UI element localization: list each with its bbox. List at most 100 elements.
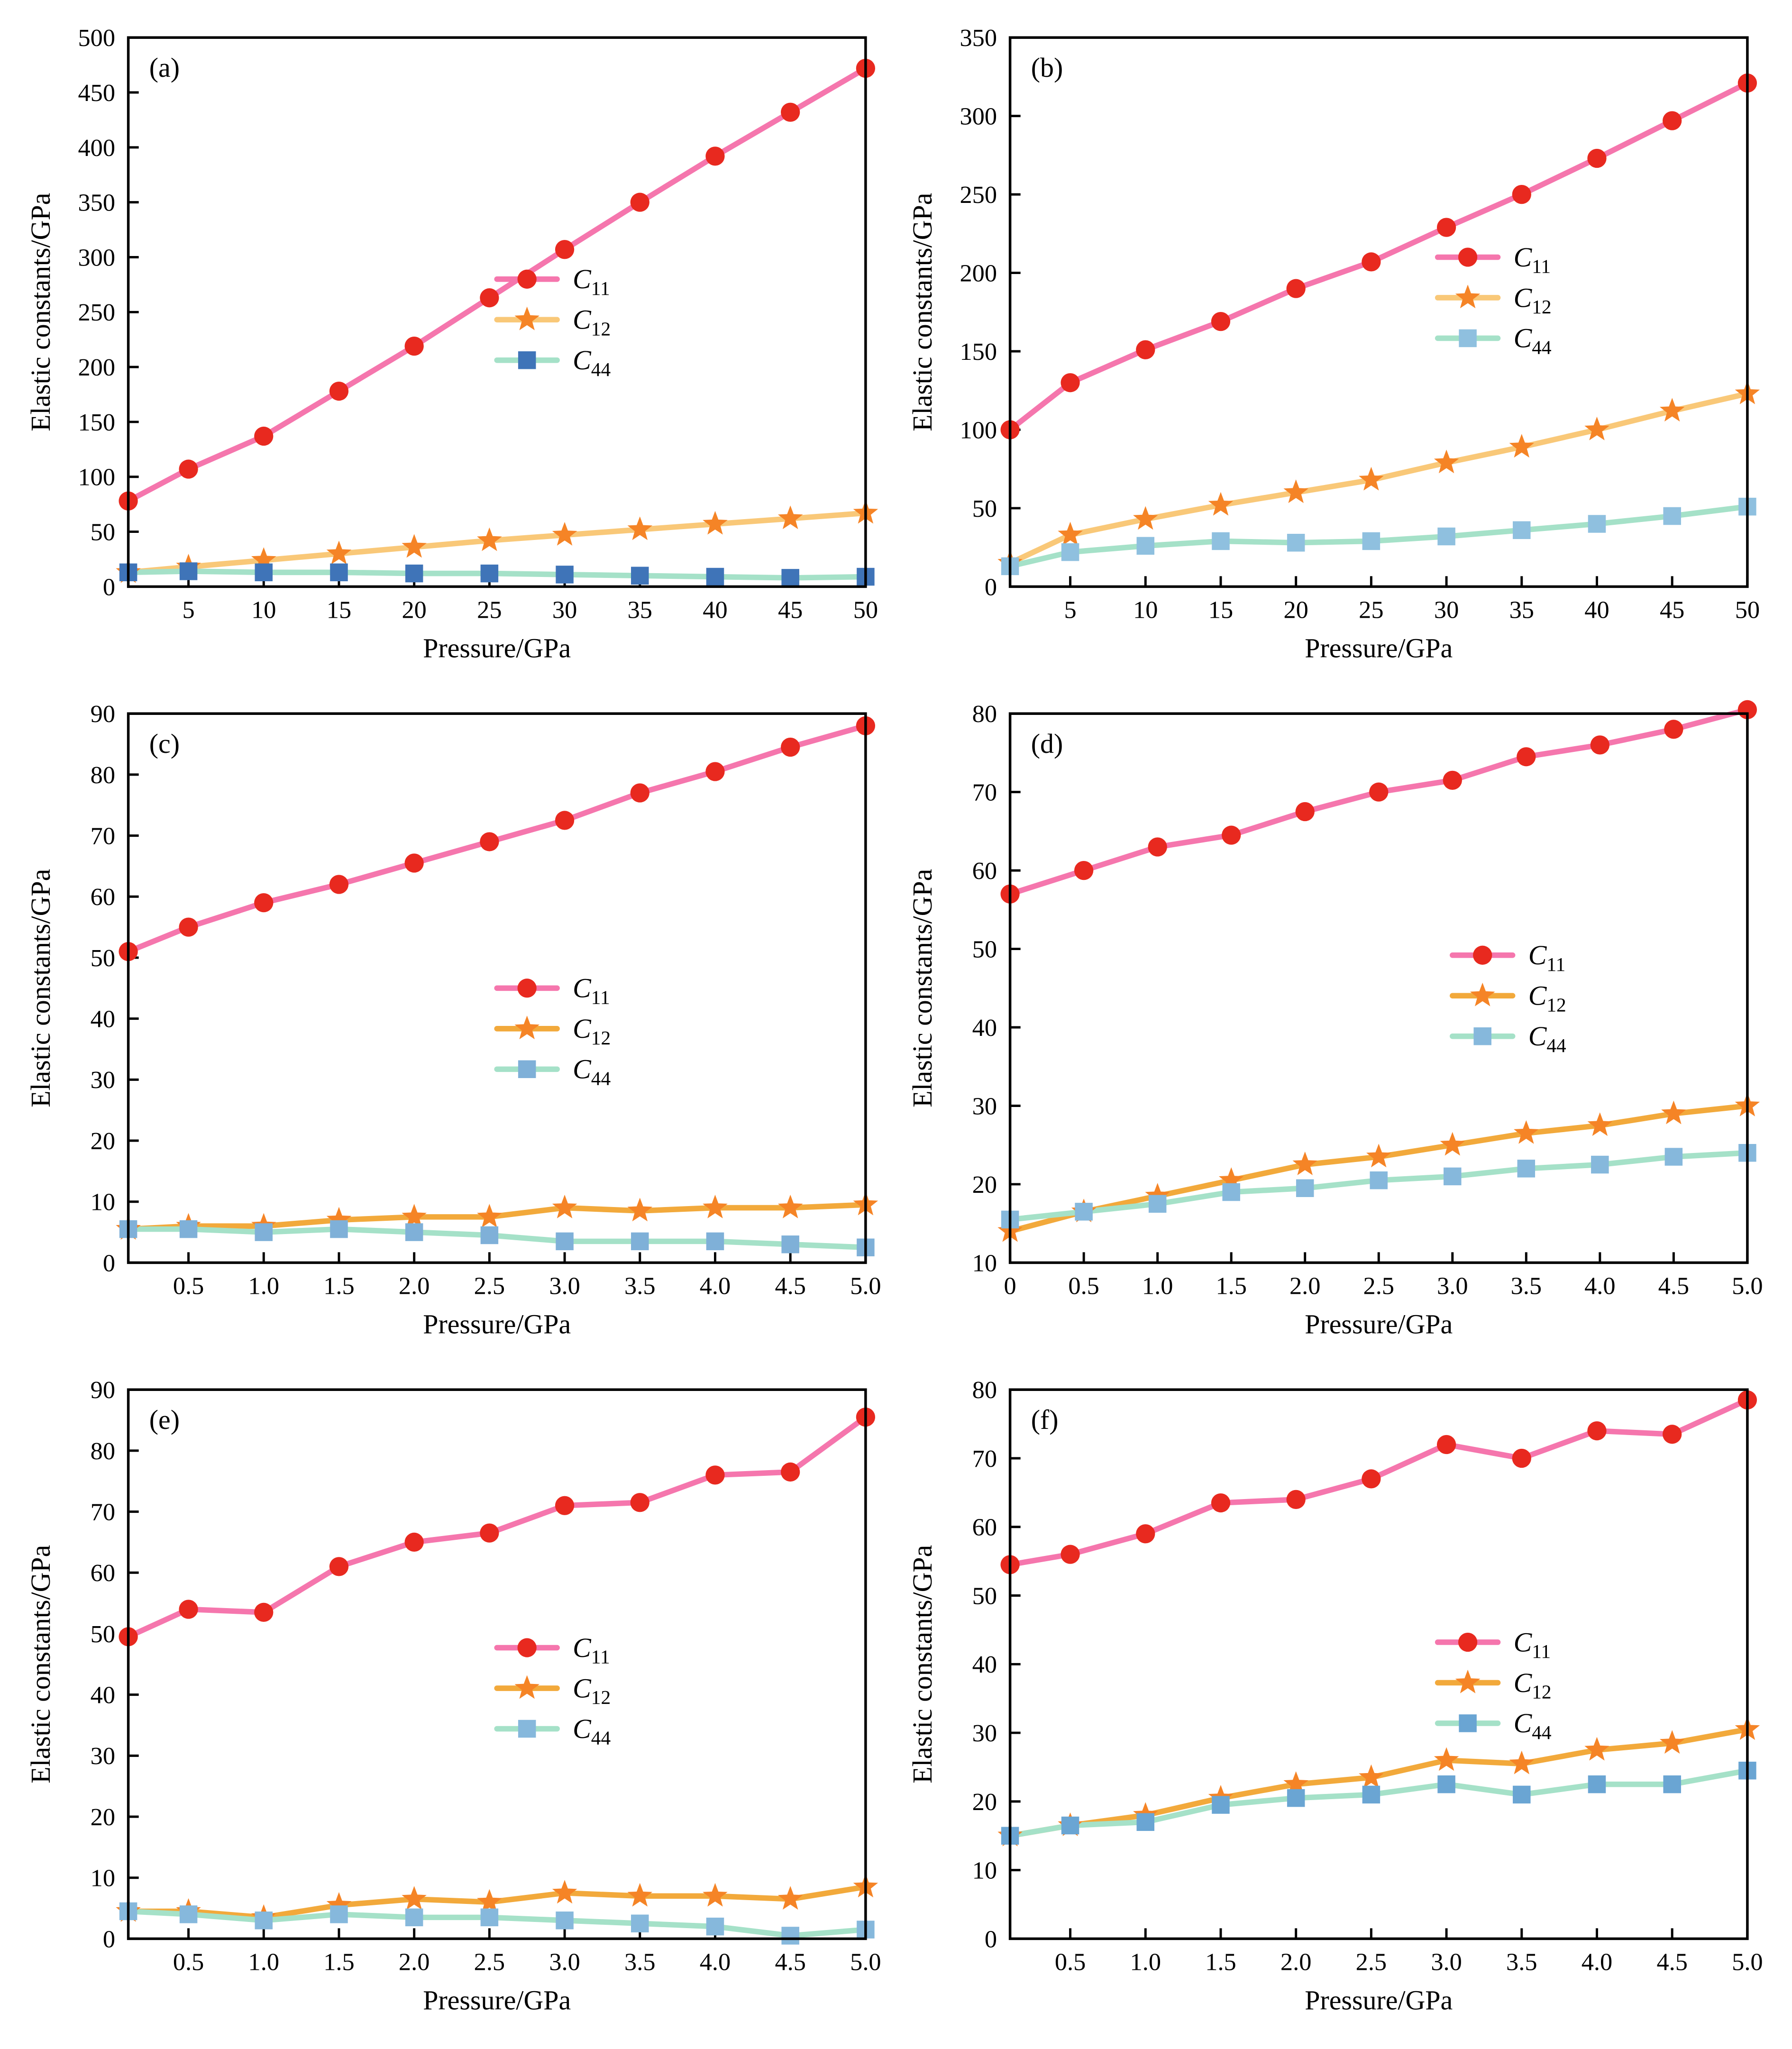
svg-text:40: 40	[972, 1651, 997, 1678]
svg-text:5: 5	[182, 596, 194, 624]
svg-text:(d): (d)	[1031, 728, 1063, 759]
svg-text:3.0: 3.0	[1431, 1948, 1462, 1976]
svg-text:1.5: 1.5	[1216, 1272, 1246, 1300]
svg-text:C11: C11	[573, 1632, 610, 1668]
svg-text:Pressure/GPa: Pressure/GPa	[1305, 632, 1453, 663]
svg-text:350: 350	[960, 24, 997, 52]
svg-text:30: 30	[972, 1720, 997, 1747]
svg-text:50: 50	[972, 936, 997, 963]
chart-a: 0 50 100 150 200 250 300 350 400 450 500 5 10 15 20 25 3…	[25, 24, 878, 663]
svg-text:3.5: 3.5	[624, 1948, 655, 1976]
svg-text:80: 80	[91, 1437, 115, 1465]
svg-text:3.5: 3.5	[624, 1272, 655, 1300]
svg-text:15: 15	[327, 596, 351, 624]
svg-text:30: 30	[552, 596, 577, 624]
svg-text:2.5: 2.5	[1363, 1272, 1394, 1300]
svg-text:100: 100	[960, 416, 997, 444]
svg-text:20: 20	[91, 1127, 115, 1155]
svg-text:60: 60	[91, 1559, 115, 1587]
svg-text:(b): (b)	[1031, 52, 1063, 83]
svg-text:50: 50	[91, 1620, 115, 1648]
svg-text:80: 80	[972, 1376, 997, 1404]
svg-text:C44: C44	[573, 345, 611, 380]
svg-text:4.0: 4.0	[1584, 1272, 1615, 1300]
chart-panel-a: 0 50 100 150 200 250 300 350 400 450 500 5 10 15 20 25 3…	[24, 14, 887, 678]
svg-text:Pressure/GPa: Pressure/GPa	[1305, 1308, 1453, 1339]
svg-text:C12: C12	[1514, 1667, 1552, 1703]
svg-text:4.0: 4.0	[700, 1948, 731, 1976]
svg-text:250: 250	[78, 299, 115, 326]
svg-text:0.5: 0.5	[1068, 1272, 1099, 1300]
svg-text:45: 45	[778, 596, 803, 624]
svg-text:Elastic constants/GPa: Elastic constants/GPa	[907, 1545, 938, 1784]
svg-text:C11: C11	[1528, 940, 1565, 975]
svg-text:30: 30	[91, 1742, 115, 1770]
svg-text:30: 30	[91, 1066, 115, 1094]
svg-text:40: 40	[91, 1006, 115, 1033]
svg-text:100: 100	[78, 464, 115, 491]
svg-text:3.0: 3.0	[549, 1948, 580, 1976]
svg-text:50: 50	[1735, 596, 1760, 624]
svg-text:300: 300	[78, 244, 115, 271]
chart-e: 0 10 20 30 40 50 60 70 80 90 0.5 1.0 1.5 2.0 2.5 3.0 3.5…	[25, 1376, 881, 2015]
chart-panel-d: 10 20 30 40 50 60 70 80 0 0.5 1.0 1.5 2.0 2.5 3.0 3.5 4.…	[905, 690, 1768, 1354]
svg-text:C44: C44	[1528, 1021, 1566, 1056]
svg-text:10: 10	[251, 596, 276, 624]
svg-text:Pressure/GPa: Pressure/GPa	[423, 1985, 571, 2015]
svg-text:40: 40	[91, 1682, 115, 1709]
svg-text:35: 35	[1509, 596, 1534, 624]
svg-text:4.0: 4.0	[1582, 1948, 1612, 1976]
svg-text:40: 40	[972, 1014, 997, 1042]
svg-text:C12: C12	[1528, 980, 1566, 1016]
svg-text:4.5: 4.5	[1656, 1948, 1687, 1976]
svg-text:1.5: 1.5	[1205, 1948, 1236, 1976]
svg-text:Elastic constants/GPa: Elastic constants/GPa	[907, 193, 938, 431]
svg-text:4.5: 4.5	[775, 1948, 805, 1976]
svg-text:2.0: 2.0	[1280, 1948, 1311, 1976]
chart-f: 0 10 20 30 40 50 60 70 80 0.5 1.0 1.5 2.0 2.5 3.0 3.5 4.…	[907, 1376, 1763, 2015]
svg-text:2.5: 2.5	[1356, 1948, 1387, 1976]
svg-text:(f): (f)	[1031, 1404, 1059, 1435]
svg-text:20: 20	[402, 596, 426, 624]
svg-text:1.0: 1.0	[248, 1948, 279, 1976]
svg-text:(c): (c)	[149, 728, 180, 759]
svg-text:80: 80	[972, 700, 997, 728]
svg-text:25: 25	[1359, 596, 1383, 624]
svg-text:35: 35	[628, 596, 652, 624]
svg-text:3.5: 3.5	[1506, 1948, 1537, 1976]
svg-text:5.0: 5.0	[850, 1948, 881, 1976]
svg-text:0.5: 0.5	[1055, 1948, 1086, 1976]
svg-text:C12: C12	[573, 1013, 611, 1049]
svg-text:0: 0	[985, 573, 997, 601]
svg-text:2.5: 2.5	[474, 1272, 505, 1300]
svg-text:Elastic constants/GPa: Elastic constants/GPa	[25, 1545, 56, 1784]
svg-text:400: 400	[78, 134, 115, 162]
svg-text:150: 150	[78, 409, 115, 436]
svg-text:2.5: 2.5	[474, 1948, 505, 1976]
chart-panel-b: 0 50 100 150 200 250 300 350 5 10 15 20 25 30 35 40 45 50…	[905, 14, 1768, 678]
svg-text:10: 10	[972, 1249, 997, 1277]
svg-text:25: 25	[477, 596, 502, 624]
svg-text:45: 45	[1660, 596, 1684, 624]
svg-text:450: 450	[78, 79, 115, 107]
svg-text:90: 90	[91, 1376, 115, 1404]
svg-text:1.0: 1.0	[1130, 1948, 1161, 1976]
svg-text:20: 20	[1283, 596, 1308, 624]
svg-text:150: 150	[960, 338, 997, 366]
svg-text:4.5: 4.5	[1658, 1272, 1689, 1300]
svg-text:Elastic constants/GPa: Elastic constants/GPa	[25, 193, 56, 431]
svg-text:2.0: 2.0	[399, 1948, 430, 1976]
svg-text:70: 70	[91, 823, 115, 850]
svg-text:80: 80	[91, 761, 115, 789]
chart-c: 0 10 20 30 40 50 60 70 80 90 0.5 1.0 1.5 2.0 2.5 3.0 3.5…	[25, 700, 881, 1339]
svg-text:0.5: 0.5	[173, 1272, 204, 1300]
svg-text:2.0: 2.0	[399, 1272, 430, 1300]
svg-text:5.0: 5.0	[1732, 1948, 1763, 1976]
svg-text:350: 350	[78, 189, 115, 217]
svg-text:3.5: 3.5	[1511, 1272, 1542, 1300]
svg-text:70: 70	[91, 1499, 115, 1526]
svg-text:10: 10	[91, 1865, 115, 1892]
svg-text:C44: C44	[573, 1713, 611, 1749]
svg-text:200: 200	[960, 260, 997, 287]
svg-text:1.0: 1.0	[1142, 1272, 1173, 1300]
